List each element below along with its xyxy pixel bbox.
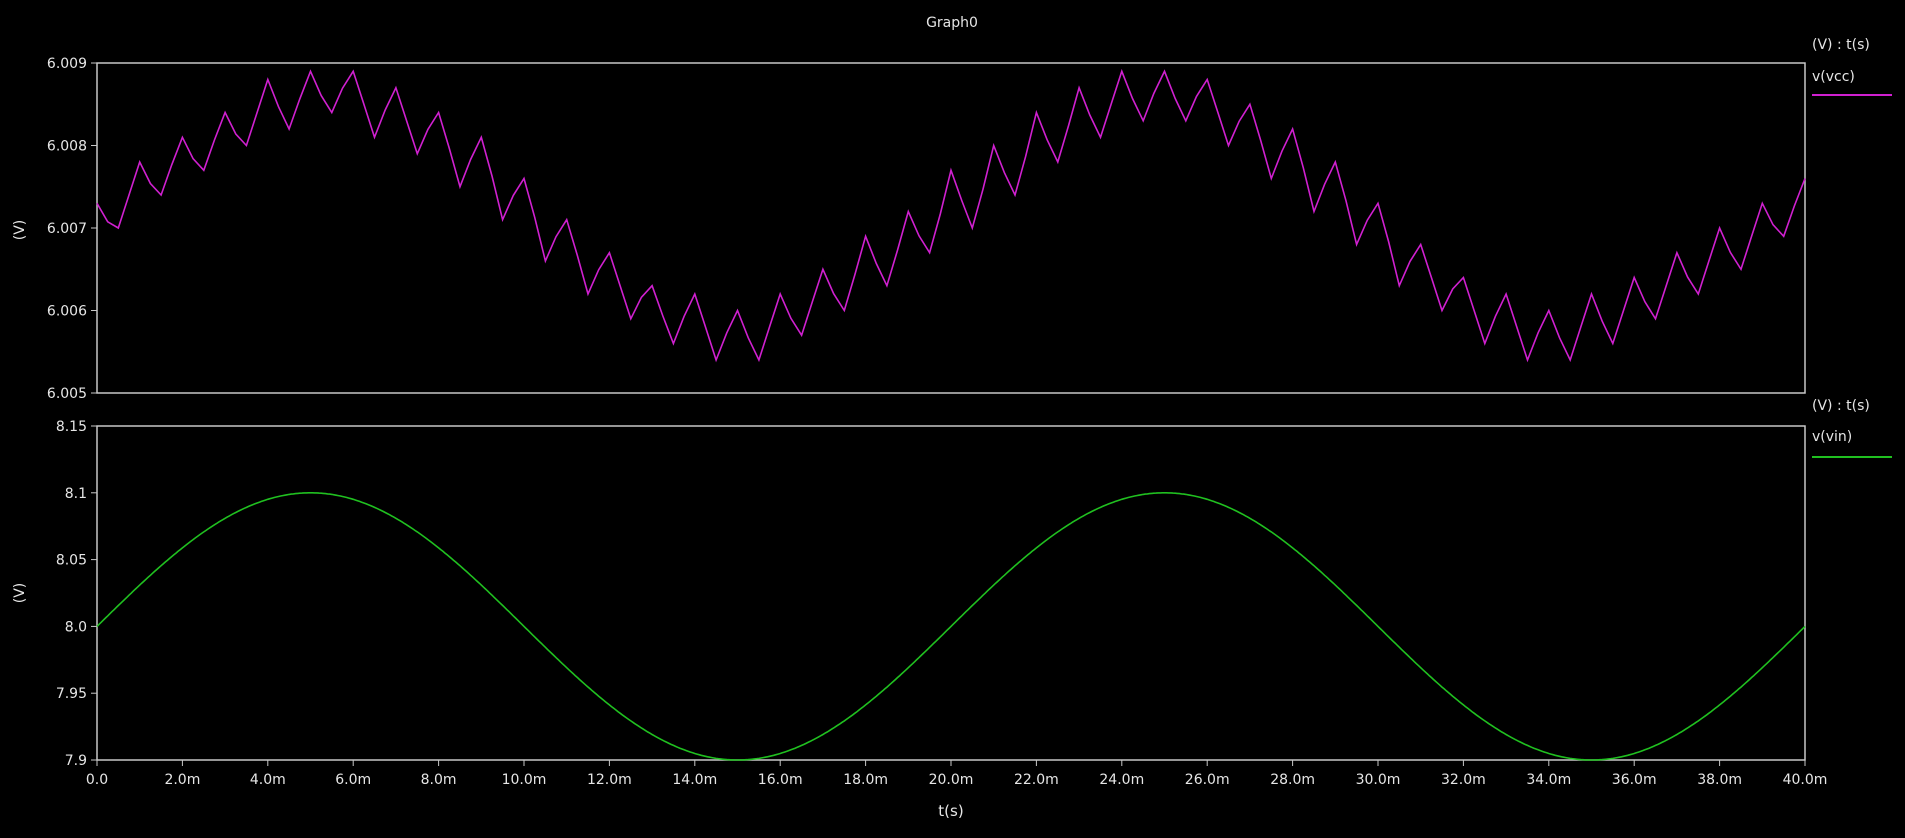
plot-vcc[interactable]: 6.009 6.008 6.007 6.006 6.005 (V) (V) : t(s)… <box>12 37 1892 402</box>
x-tick-label: 10.0m <box>502 772 547 788</box>
plot-vin-unit-header: (V) : t(s) <box>1812 398 1870 414</box>
legend-vcc[interactable]: v(vcc) <box>1812 69 1892 96</box>
x-tick-label: 12.0m <box>587 772 632 788</box>
series-line-v-vin <box>96 492 1806 761</box>
y-tick-label: 6.009 <box>47 56 87 72</box>
x-tick-label: 2.0m <box>164 772 200 788</box>
plot-vcc-unit-header: (V) : t(s) <box>1812 37 1870 53</box>
y-tick-label: 8.0 <box>65 619 87 635</box>
graph-title: Graph0 <box>926 15 978 31</box>
plot-vcc-series <box>96 68 1806 363</box>
x-tick-label: 36.0m <box>1612 772 1657 788</box>
x-axis-ticks: 0.0 2.0m 4.0m 6.0m 8.0m 10.0m 12.0m 14.0m 16.0m 1… <box>86 760 1828 788</box>
x-tick-label: 38.0m <box>1697 772 1742 788</box>
y-tick-label: 7.9 <box>65 753 87 769</box>
y-tick-label: 8.1 <box>65 486 87 502</box>
x-tick-label: 6.0m <box>335 772 371 788</box>
legend-vin-label: v(vin) <box>1812 429 1852 445</box>
x-tick-label: 34.0m <box>1526 772 1571 788</box>
y-tick-label: 6.008 <box>47 139 87 155</box>
x-tick-label: 22.0m <box>1014 772 1059 788</box>
x-tick-label: 26.0m <box>1185 772 1230 788</box>
legend-vin[interactable]: v(vin) <box>1812 429 1892 458</box>
x-tick-label: 24.0m <box>1099 772 1144 788</box>
plot-vcc-ylabel: (V) <box>12 220 28 241</box>
x-tick-label: 40.0m <box>1783 772 1828 788</box>
x-tick-label: 4.0m <box>250 772 286 788</box>
x-tick-label: 18.0m <box>843 772 888 788</box>
x-tick-label: 28.0m <box>1270 772 1315 788</box>
y-tick-label: 6.007 <box>47 221 87 237</box>
y-tick-label: 6.005 <box>47 386 87 402</box>
series-line-v-vcc <box>96 68 1806 363</box>
plot-vcc-y-ticks: 6.009 6.008 6.007 6.006 6.005 <box>47 56 97 402</box>
plot-vin-ylabel: (V) <box>12 583 28 604</box>
y-tick-label: 8.05 <box>56 553 87 569</box>
x-tick-label: 0.0 <box>86 772 108 788</box>
x-tick-label: 32.0m <box>1441 772 1486 788</box>
y-tick-label: 6.006 <box>47 304 87 320</box>
x-tick-label: 8.0m <box>421 772 457 788</box>
plot-vin-frame <box>96 425 1806 761</box>
x-tick-label: 20.0m <box>929 772 974 788</box>
x-axis-label: t(s) <box>938 802 963 820</box>
y-tick-label: 8.15 <box>56 419 87 435</box>
y-tick-label: 7.95 <box>56 686 87 702</box>
legend-vcc-label: v(vcc) <box>1812 69 1855 85</box>
x-tick-label: 14.0m <box>672 772 717 788</box>
x-tick-label: 30.0m <box>1356 772 1401 788</box>
plot-vcc-frame <box>96 62 1806 394</box>
x-tick-label: 16.0m <box>758 772 803 788</box>
plot-vin[interactable]: 8.15 8.1 8.05 8.0 7.95 7.9 (V) (V) : t(s) v(v… <box>12 398 1892 769</box>
plot-vin-y-ticks: 8.15 8.1 8.05 8.0 7.95 7.9 <box>56 419 97 769</box>
plot-vin-series <box>96 492 1806 761</box>
